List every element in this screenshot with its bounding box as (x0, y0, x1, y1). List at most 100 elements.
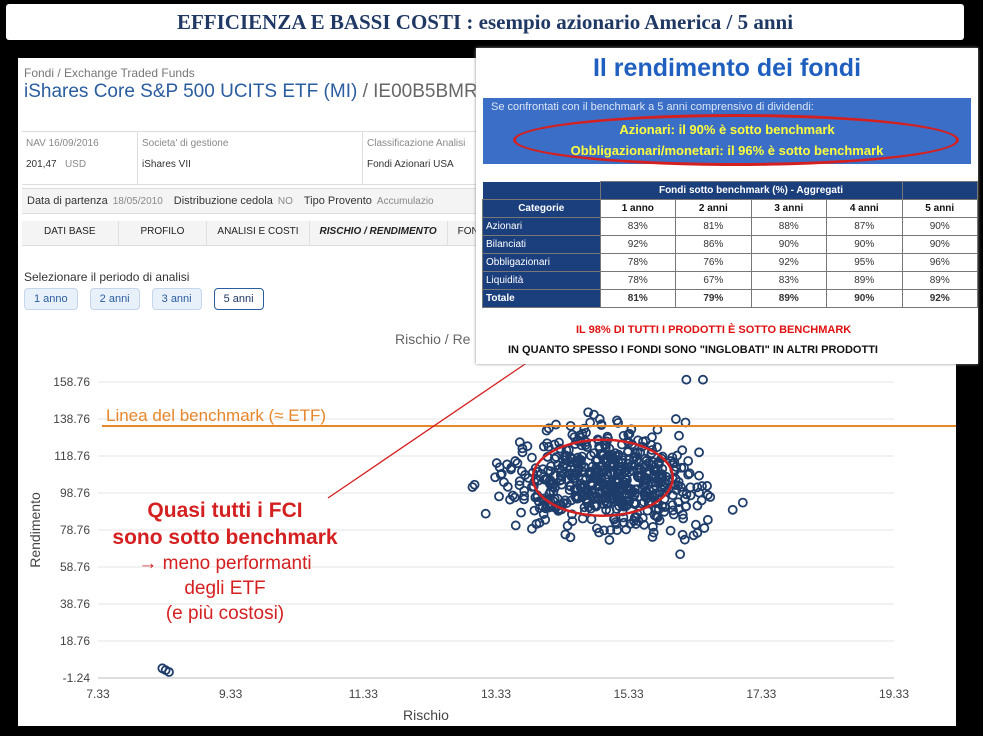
scatter-point (646, 440, 657, 450)
scatter-point (617, 457, 628, 468)
col-header: 4 anni (826, 199, 903, 218)
table-cell: 78% (599, 253, 677, 272)
scatter-point (567, 516, 578, 527)
table-cell: Azionari (482, 217, 601, 236)
tab-dati-base[interactable]: DATI BASE (22, 221, 119, 245)
underperformance-table: Fondi sotto benchmark (%) - Aggregati Ca… (482, 181, 978, 308)
scatter-point (563, 445, 574, 455)
classification-label: Classificazione Analisi (367, 138, 466, 149)
table-cell: 76% (675, 253, 752, 272)
income-type-value: Accumulazio (376, 195, 434, 207)
scatter-point (640, 490, 651, 501)
distribution-value: NO (277, 195, 293, 207)
scatter-point (605, 525, 616, 536)
fund-details-row: Data di partenza 18/05/2010 Distribuzion… (22, 188, 482, 214)
scatter-point (529, 505, 540, 516)
scatter-point (564, 485, 575, 495)
table-header-title: Fondi sotto benchmark (%) - Aggregati (599, 181, 903, 200)
scatter-point (534, 517, 545, 528)
scatter-point (702, 514, 713, 525)
period-2-anni-button[interactable]: 2 anni (89, 288, 140, 310)
table-cell: 79% (675, 289, 752, 308)
col-header: 5 anni (901, 199, 978, 218)
scatter-point (668, 509, 679, 520)
tab-fondi-soci[interactable]: FONDI SOCI (448, 221, 482, 245)
x-tick-label: 9.33 (219, 687, 243, 701)
scatter-point (647, 532, 658, 542)
table-cell: 88% (750, 217, 828, 236)
period-1-anno-button[interactable]: 1 anno (24, 288, 78, 310)
scatter-point (610, 517, 621, 528)
y-tick-label: 158.76 (53, 375, 90, 389)
scatter-point (699, 523, 710, 533)
table-cell: Obbligazionari (482, 253, 601, 272)
scatter-point (502, 459, 512, 470)
table-cell: 67% (675, 271, 752, 290)
classification-value: Fondi Azionari USA (367, 159, 454, 170)
breadcrumb[interactable]: Fondi / Exchange Traded Funds (24, 66, 195, 80)
scatter-point (164, 667, 174, 677)
fci-line-5: (e più costosi) (165, 603, 285, 624)
scatter-point (671, 462, 681, 472)
table-corner (482, 181, 601, 200)
table-cell: 95% (826, 253, 903, 272)
scatter-point (617, 496, 627, 506)
scatter-point (519, 490, 530, 501)
scatter-point (672, 450, 683, 461)
table-row: Azionari 83% 81% 88% 87% 90% (482, 217, 978, 236)
scatter-point (649, 492, 660, 503)
table-cell: 89% (750, 289, 828, 308)
scatter-point (566, 509, 577, 520)
tab-analisi-costi[interactable]: ANALISI E COSTI (207, 221, 310, 245)
scatter-point (527, 452, 537, 463)
tab-profilo[interactable]: PROFILO (119, 221, 208, 245)
scatter-point (545, 466, 556, 477)
scatter-point (582, 442, 592, 452)
scatter-point (576, 479, 587, 489)
scatter-point (631, 512, 642, 522)
scatter-point (554, 437, 564, 448)
table-cell: 86% (675, 235, 752, 254)
scatter-point (654, 486, 665, 497)
scatter-point (692, 482, 703, 493)
y-tick-label: 138.76 (53, 412, 90, 426)
table-cell: 92% (750, 253, 828, 272)
scatter-point (598, 478, 608, 489)
callout-highlight-equity: Azionari: il 90% è sotto benchmark (619, 122, 835, 137)
scatter-point (614, 469, 625, 480)
period-3-anni-button[interactable]: 3 anni (151, 288, 202, 310)
scatter-point (509, 492, 520, 503)
scatter-point (467, 482, 478, 493)
scatter-point (609, 485, 620, 496)
table-cell: 90% (826, 235, 903, 254)
table-cell: Totale (482, 289, 601, 308)
scatter-point (571, 493, 582, 504)
table-cell: 83% (599, 217, 677, 236)
scatter-point (589, 492, 599, 503)
fci-annotation: Quasi tutti i FCI sono sotto benchmark →… (80, 497, 370, 626)
period-5-anni-button[interactable]: 5 anni (213, 288, 264, 310)
scatter-point (590, 456, 601, 466)
scatter-point (681, 501, 692, 512)
fund-returns-callout: Il rendimento dei fondi Se confrontati c… (476, 48, 978, 364)
scatter-point (641, 486, 652, 497)
callout-highlight-bonds: Obbligazionari/monetari: il 96% è sotto … (570, 143, 884, 158)
tab-rischio-rendimento[interactable]: RISCHIO / RENDIMENTO (310, 221, 448, 245)
scatter-point (519, 485, 530, 496)
scatter-point (540, 503, 551, 514)
scatter-point (684, 468, 695, 479)
cluster-highlight-oval (531, 438, 675, 518)
scatter-point (702, 481, 712, 491)
scatter-point (637, 498, 647, 509)
benchmark-label: Linea del benchmark (≈ ETF) (106, 406, 326, 425)
scatter-point (679, 534, 690, 545)
table-cell: 92% (599, 235, 677, 254)
slide-title: EFFICIENZA E BASSI COSTI : esempio azion… (176, 9, 794, 34)
scatter-point (657, 463, 668, 474)
scatter-point (681, 374, 692, 385)
start-date-label: Data di partenza (27, 195, 108, 207)
scatter-point (569, 432, 580, 443)
fci-line-3: → meno performanti (138, 553, 312, 574)
table-cell: 83% (750, 271, 828, 290)
scatter-point (585, 450, 596, 461)
